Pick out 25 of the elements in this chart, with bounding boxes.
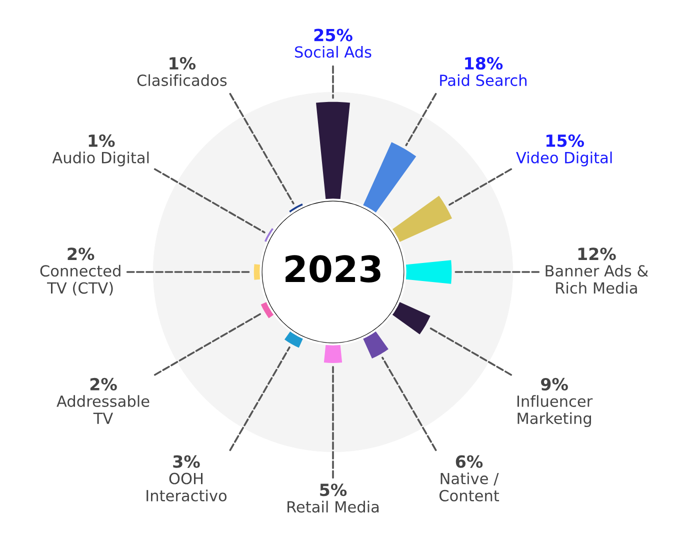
data-label: 25%: [314, 28, 352, 42]
data-label: 2%: [68, 248, 94, 260]
category-label: Video Digital: [516, 152, 612, 166]
category-label: OOH Interactivo: [146, 472, 227, 502]
category-label: Connected TV (CTV): [40, 264, 120, 296]
data-label: 1%: [170, 57, 196, 70]
data-label: 6%: [456, 455, 483, 468]
category-label: Clasificados: [137, 74, 227, 86]
text: 2023: [286, 255, 380, 282]
category-label: Native / Content: [439, 472, 500, 502]
category-label: Social Ads: [295, 46, 372, 58]
data-label: 2%: [90, 378, 117, 391]
category-label: Influencer Marketing: [517, 395, 593, 428]
category-label: Addressable TV: [56, 395, 150, 424]
data-label: 5%: [320, 484, 347, 496]
data-label: 3%: [173, 455, 200, 468]
category-label: Banner Ads & Rich Media: [546, 264, 648, 294]
category-label: Retail Media: [288, 500, 379, 513]
data-label: 1%: [88, 134, 115, 147]
data-label: 12%: [578, 248, 616, 260]
data-label: 9%: [541, 378, 568, 391]
category-label: Paid Search: [440, 74, 527, 86]
category-label: Audio Digital: [52, 152, 149, 166]
data-label: 18%: [465, 57, 503, 70]
data-label: 15%: [546, 134, 584, 147]
